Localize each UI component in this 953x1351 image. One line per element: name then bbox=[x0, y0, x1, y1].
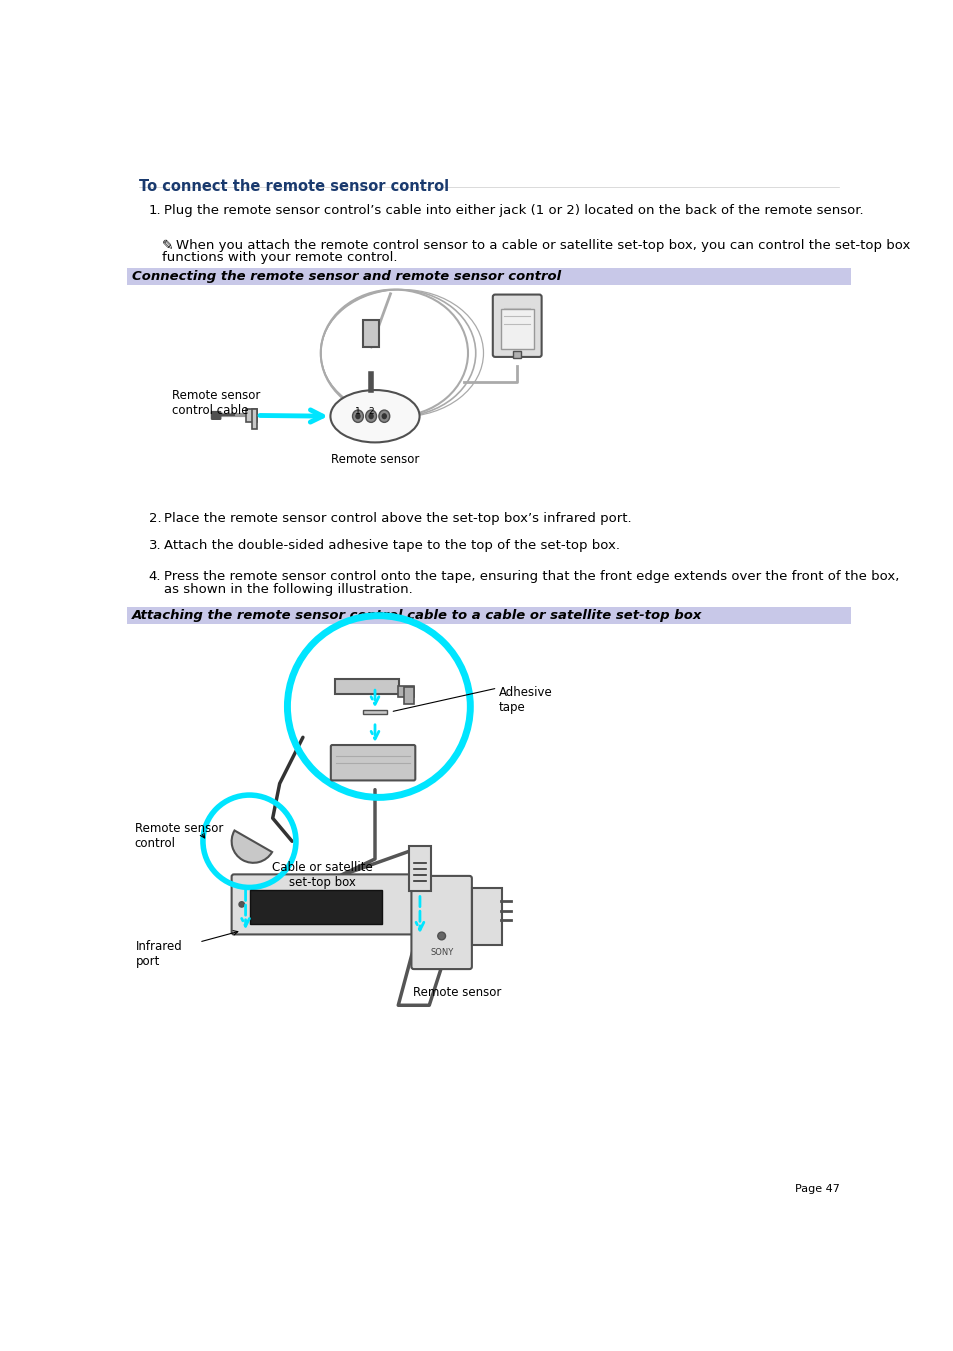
Text: Place the remote sensor control above the set-top box’s infrared port.: Place the remote sensor control above th… bbox=[164, 512, 631, 526]
Ellipse shape bbox=[355, 413, 360, 419]
Text: Connecting the remote sensor and remote sensor control: Connecting the remote sensor and remote … bbox=[132, 270, 560, 282]
Text: SONY: SONY bbox=[430, 947, 453, 957]
Text: as shown in the following illustration.: as shown in the following illustration. bbox=[164, 582, 413, 596]
FancyBboxPatch shape bbox=[409, 846, 431, 892]
Ellipse shape bbox=[353, 411, 363, 423]
FancyBboxPatch shape bbox=[331, 744, 415, 781]
Text: 4.: 4. bbox=[149, 570, 161, 584]
Text: Press the remote sensor control onto the tape, ensuring that the front edge exte: Press the remote sensor control onto the… bbox=[164, 570, 899, 584]
Text: ✎: ✎ bbox=[162, 239, 173, 253]
Ellipse shape bbox=[330, 390, 419, 442]
FancyBboxPatch shape bbox=[404, 688, 414, 704]
FancyBboxPatch shape bbox=[252, 408, 257, 428]
FancyBboxPatch shape bbox=[232, 874, 413, 935]
FancyBboxPatch shape bbox=[397, 686, 414, 697]
Ellipse shape bbox=[378, 411, 390, 423]
Text: To connect the remote sensor control: To connect the remote sensor control bbox=[138, 180, 448, 195]
FancyBboxPatch shape bbox=[472, 888, 501, 946]
FancyBboxPatch shape bbox=[493, 295, 541, 357]
Text: Remote sensor
control: Remote sensor control bbox=[134, 821, 223, 850]
FancyBboxPatch shape bbox=[363, 320, 378, 347]
Text: 3.: 3. bbox=[149, 539, 161, 553]
Ellipse shape bbox=[368, 413, 374, 419]
FancyBboxPatch shape bbox=[127, 607, 850, 624]
Text: functions with your remote control.: functions with your remote control. bbox=[162, 251, 397, 265]
Ellipse shape bbox=[381, 413, 387, 419]
Text: Page 47: Page 47 bbox=[794, 1183, 840, 1194]
Ellipse shape bbox=[437, 932, 445, 940]
Text: Remote sensor
control cable: Remote sensor control cable bbox=[172, 389, 260, 417]
Text: When you attach the remote control sensor to a cable or satellite set-top box, y: When you attach the remote control senso… bbox=[175, 239, 909, 253]
Text: Remote sensor: Remote sensor bbox=[413, 986, 501, 998]
Text: Adhesive
tape: Adhesive tape bbox=[498, 686, 552, 713]
Text: 1.: 1. bbox=[149, 204, 161, 218]
Ellipse shape bbox=[365, 411, 376, 423]
Text: Infrared
port: Infrared port bbox=[136, 940, 183, 967]
Text: Attach the double-sided adhesive tape to the top of the set-top box.: Attach the double-sided adhesive tape to… bbox=[164, 539, 619, 553]
FancyBboxPatch shape bbox=[250, 890, 381, 924]
Text: 1: 1 bbox=[355, 407, 360, 416]
FancyBboxPatch shape bbox=[513, 351, 520, 358]
FancyBboxPatch shape bbox=[411, 875, 472, 969]
Text: Cable or satellite
set-top box: Cable or satellite set-top box bbox=[272, 862, 373, 889]
Text: Remote sensor: Remote sensor bbox=[331, 453, 418, 466]
FancyBboxPatch shape bbox=[127, 269, 850, 285]
Text: 2: 2 bbox=[368, 407, 374, 416]
Wedge shape bbox=[232, 831, 272, 863]
Text: Plug the remote sensor control’s cable into either jack (1 or 2) located on the : Plug the remote sensor control’s cable i… bbox=[164, 204, 862, 218]
FancyBboxPatch shape bbox=[212, 412, 220, 419]
Ellipse shape bbox=[239, 901, 244, 907]
Text: Attaching the remote sensor control cable to a cable or satellite set-top box: Attaching the remote sensor control cabl… bbox=[132, 609, 701, 621]
Text: 2.: 2. bbox=[149, 512, 161, 526]
FancyBboxPatch shape bbox=[500, 309, 534, 349]
FancyBboxPatch shape bbox=[363, 709, 386, 715]
FancyBboxPatch shape bbox=[335, 678, 398, 694]
FancyBboxPatch shape bbox=[245, 408, 257, 423]
